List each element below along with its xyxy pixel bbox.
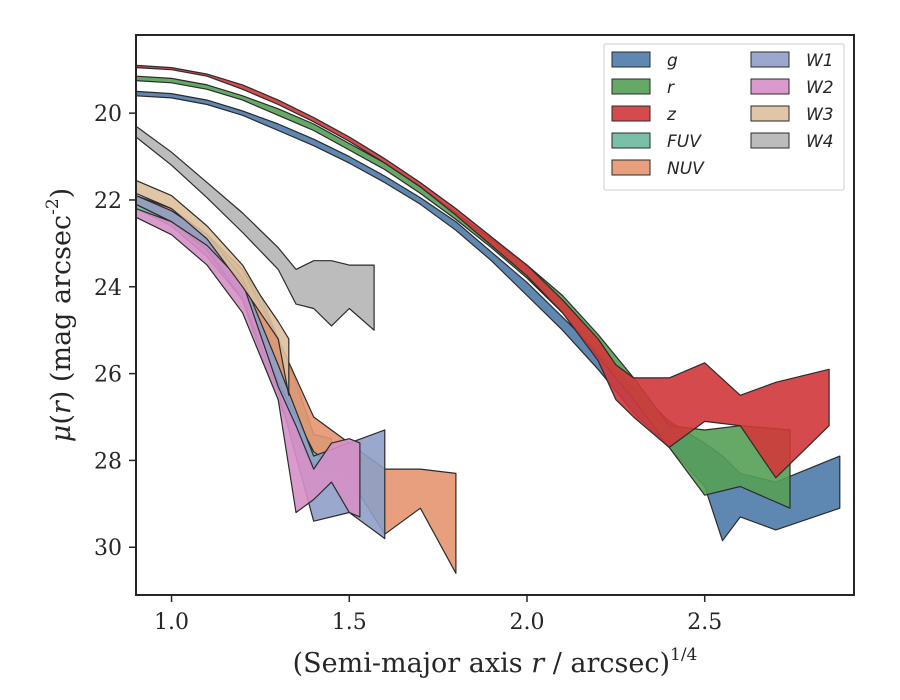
band-w4 [135, 125, 375, 331]
legend-swatch-r [611, 78, 651, 95]
band-layer [135, 64, 841, 574]
x-axis-label-text: (Semi-major axis r / arcsec)1/4 [293, 645, 698, 679]
band-w3 [135, 179, 290, 396]
plot-frame [135, 34, 855, 596]
legend-swatch-z [611, 105, 651, 122]
legend-swatch-g [611, 51, 651, 68]
x-tick-label: 1.5 [332, 610, 367, 635]
legend-swatch-nuv [611, 159, 651, 176]
y-tick-label: 26 [94, 363, 122, 388]
x-tick-label: 1.0 [154, 610, 189, 635]
x-axis-label: (Semi-major axis r / arcsec)1/4 [293, 645, 698, 679]
legend-swatch-w3 [750, 105, 790, 122]
legend-swatch-w4 [750, 132, 790, 149]
y-tick-label: 30 [94, 536, 122, 561]
legend-label-w3: W3 [806, 105, 834, 125]
legend-swatch-fuv [611, 132, 651, 149]
y-tick-label: 22 [94, 189, 122, 214]
x-tick-label: 2.5 [687, 610, 722, 635]
legend-label-w1: W1 [806, 51, 834, 71]
y-tick-label: 20 [94, 102, 122, 127]
legend: grz FUV NUV W1 W2 W3 W4 [603, 43, 845, 191]
band-w2 [135, 208, 361, 518]
legend-label-z: z [666, 105, 677, 125]
legend-label-w2: W2 [806, 78, 834, 98]
legend-label-fuv: FUV [667, 132, 702, 152]
legend-label-w4: W4 [806, 132, 834, 152]
y-tick-label: 28 [94, 449, 122, 474]
x-tick-label: 2.0 [509, 610, 544, 635]
legend-label-nuv: NUV [667, 159, 705, 179]
band-r [135, 75, 791, 509]
band-z [135, 64, 830, 479]
legend-swatch-w2 [750, 78, 790, 95]
y-tick-label: 24 [94, 276, 122, 301]
y-axis-label: μ(r) (mag arcsec-2) [43, 188, 77, 442]
tick-layer: 1.0 1.5 2.0 2.5 20 22 24 26 28 30 [94, 102, 722, 635]
legend-label-r: r [667, 78, 675, 98]
legend-label-g: g [667, 51, 678, 71]
legend-swatch-w1 [750, 51, 790, 68]
y-axis-label-text: μ(r) (mag arcsec-2) [43, 188, 77, 442]
